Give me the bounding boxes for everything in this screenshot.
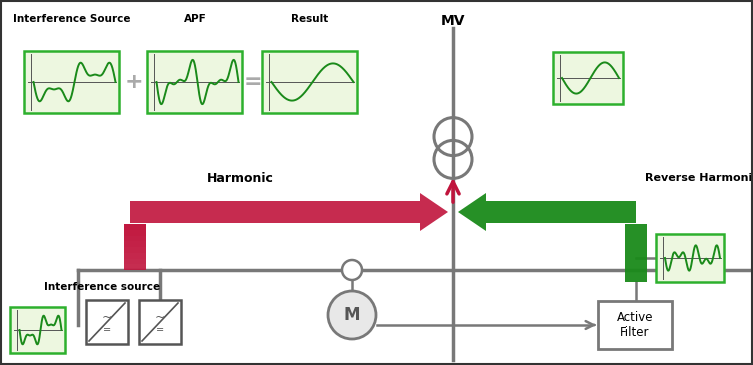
Bar	[124, 241, 146, 247]
Circle shape	[342, 260, 362, 280]
FancyBboxPatch shape	[263, 51, 358, 113]
Text: ~: ~	[102, 311, 112, 323]
Text: =: =	[103, 325, 111, 335]
FancyBboxPatch shape	[656, 234, 724, 282]
FancyBboxPatch shape	[139, 300, 181, 344]
Bar	[124, 224, 146, 230]
Text: M: M	[344, 306, 360, 324]
Bar	[124, 230, 146, 235]
Bar	[124, 258, 146, 264]
Bar	[124, 247, 146, 253]
Text: Interference Source: Interference Source	[14, 14, 131, 24]
FancyBboxPatch shape	[553, 52, 623, 104]
Polygon shape	[130, 193, 448, 231]
Text: +: +	[124, 72, 143, 92]
FancyBboxPatch shape	[11, 307, 66, 353]
Bar	[124, 264, 146, 270]
Text: MV: MV	[441, 14, 465, 28]
Bar	[625, 224, 647, 282]
Bar	[124, 235, 146, 241]
Text: ~: ~	[155, 311, 165, 323]
Text: Harmonic: Harmonic	[206, 172, 273, 184]
Polygon shape	[458, 193, 636, 231]
Circle shape	[328, 291, 376, 339]
FancyBboxPatch shape	[25, 51, 120, 113]
FancyBboxPatch shape	[86, 300, 128, 344]
Bar	[124, 224, 146, 270]
Text: =: =	[243, 72, 262, 92]
Text: Active
Filter: Active Filter	[617, 311, 654, 339]
Text: Reverse Harmonic Current: Reverse Harmonic Current	[645, 173, 753, 183]
FancyBboxPatch shape	[148, 51, 242, 113]
FancyBboxPatch shape	[598, 301, 672, 349]
Text: APF: APF	[184, 14, 206, 24]
Text: =: =	[156, 325, 164, 335]
Bar	[124, 253, 146, 258]
Text: Result: Result	[291, 14, 328, 24]
Text: Interference source: Interference source	[44, 282, 160, 292]
